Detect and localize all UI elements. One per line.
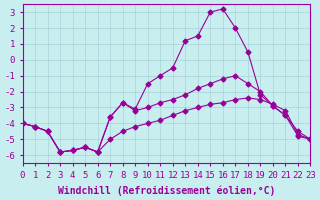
X-axis label: Windchill (Refroidissement éolien,°C): Windchill (Refroidissement éolien,°C) <box>58 185 275 196</box>
